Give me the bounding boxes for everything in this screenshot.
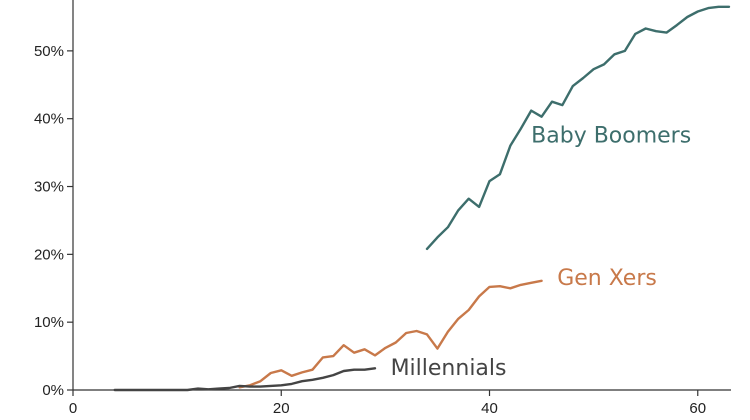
- x-tick-label: 20: [273, 400, 290, 417]
- y-tick-label: 30%: [34, 179, 64, 196]
- x-axis: 0 20 40 60: [69, 389, 731, 417]
- y-tick-label: 0%: [42, 382, 64, 399]
- y-tick-label: 10%: [34, 314, 64, 331]
- series-label-millennials: Millennials: [391, 356, 507, 381]
- series-labels: Baby Boomers Gen Xers Millennials: [391, 123, 692, 381]
- series-line-millennials: [113, 367, 377, 392]
- series-label-gen-xers: Gen Xers: [557, 266, 657, 291]
- x-tick-label: 40: [481, 400, 498, 417]
- y-tick-label: 20%: [34, 246, 64, 263]
- y-axis: 0% 10% 20% 30% 40% 50%: [34, 0, 74, 399]
- x-tick-label: 60: [689, 400, 706, 417]
- y-tick-label: 40%: [34, 111, 64, 128]
- x-tick-label: 0: [69, 400, 77, 417]
- series-lines: [113, 5, 731, 392]
- series-line-gen-xers: [238, 279, 543, 389]
- series-line-baby-boomers: [425, 5, 731, 251]
- series-label-baby-boomers: Baby Boomers: [531, 123, 691, 148]
- y-tick-label: 50%: [34, 43, 64, 60]
